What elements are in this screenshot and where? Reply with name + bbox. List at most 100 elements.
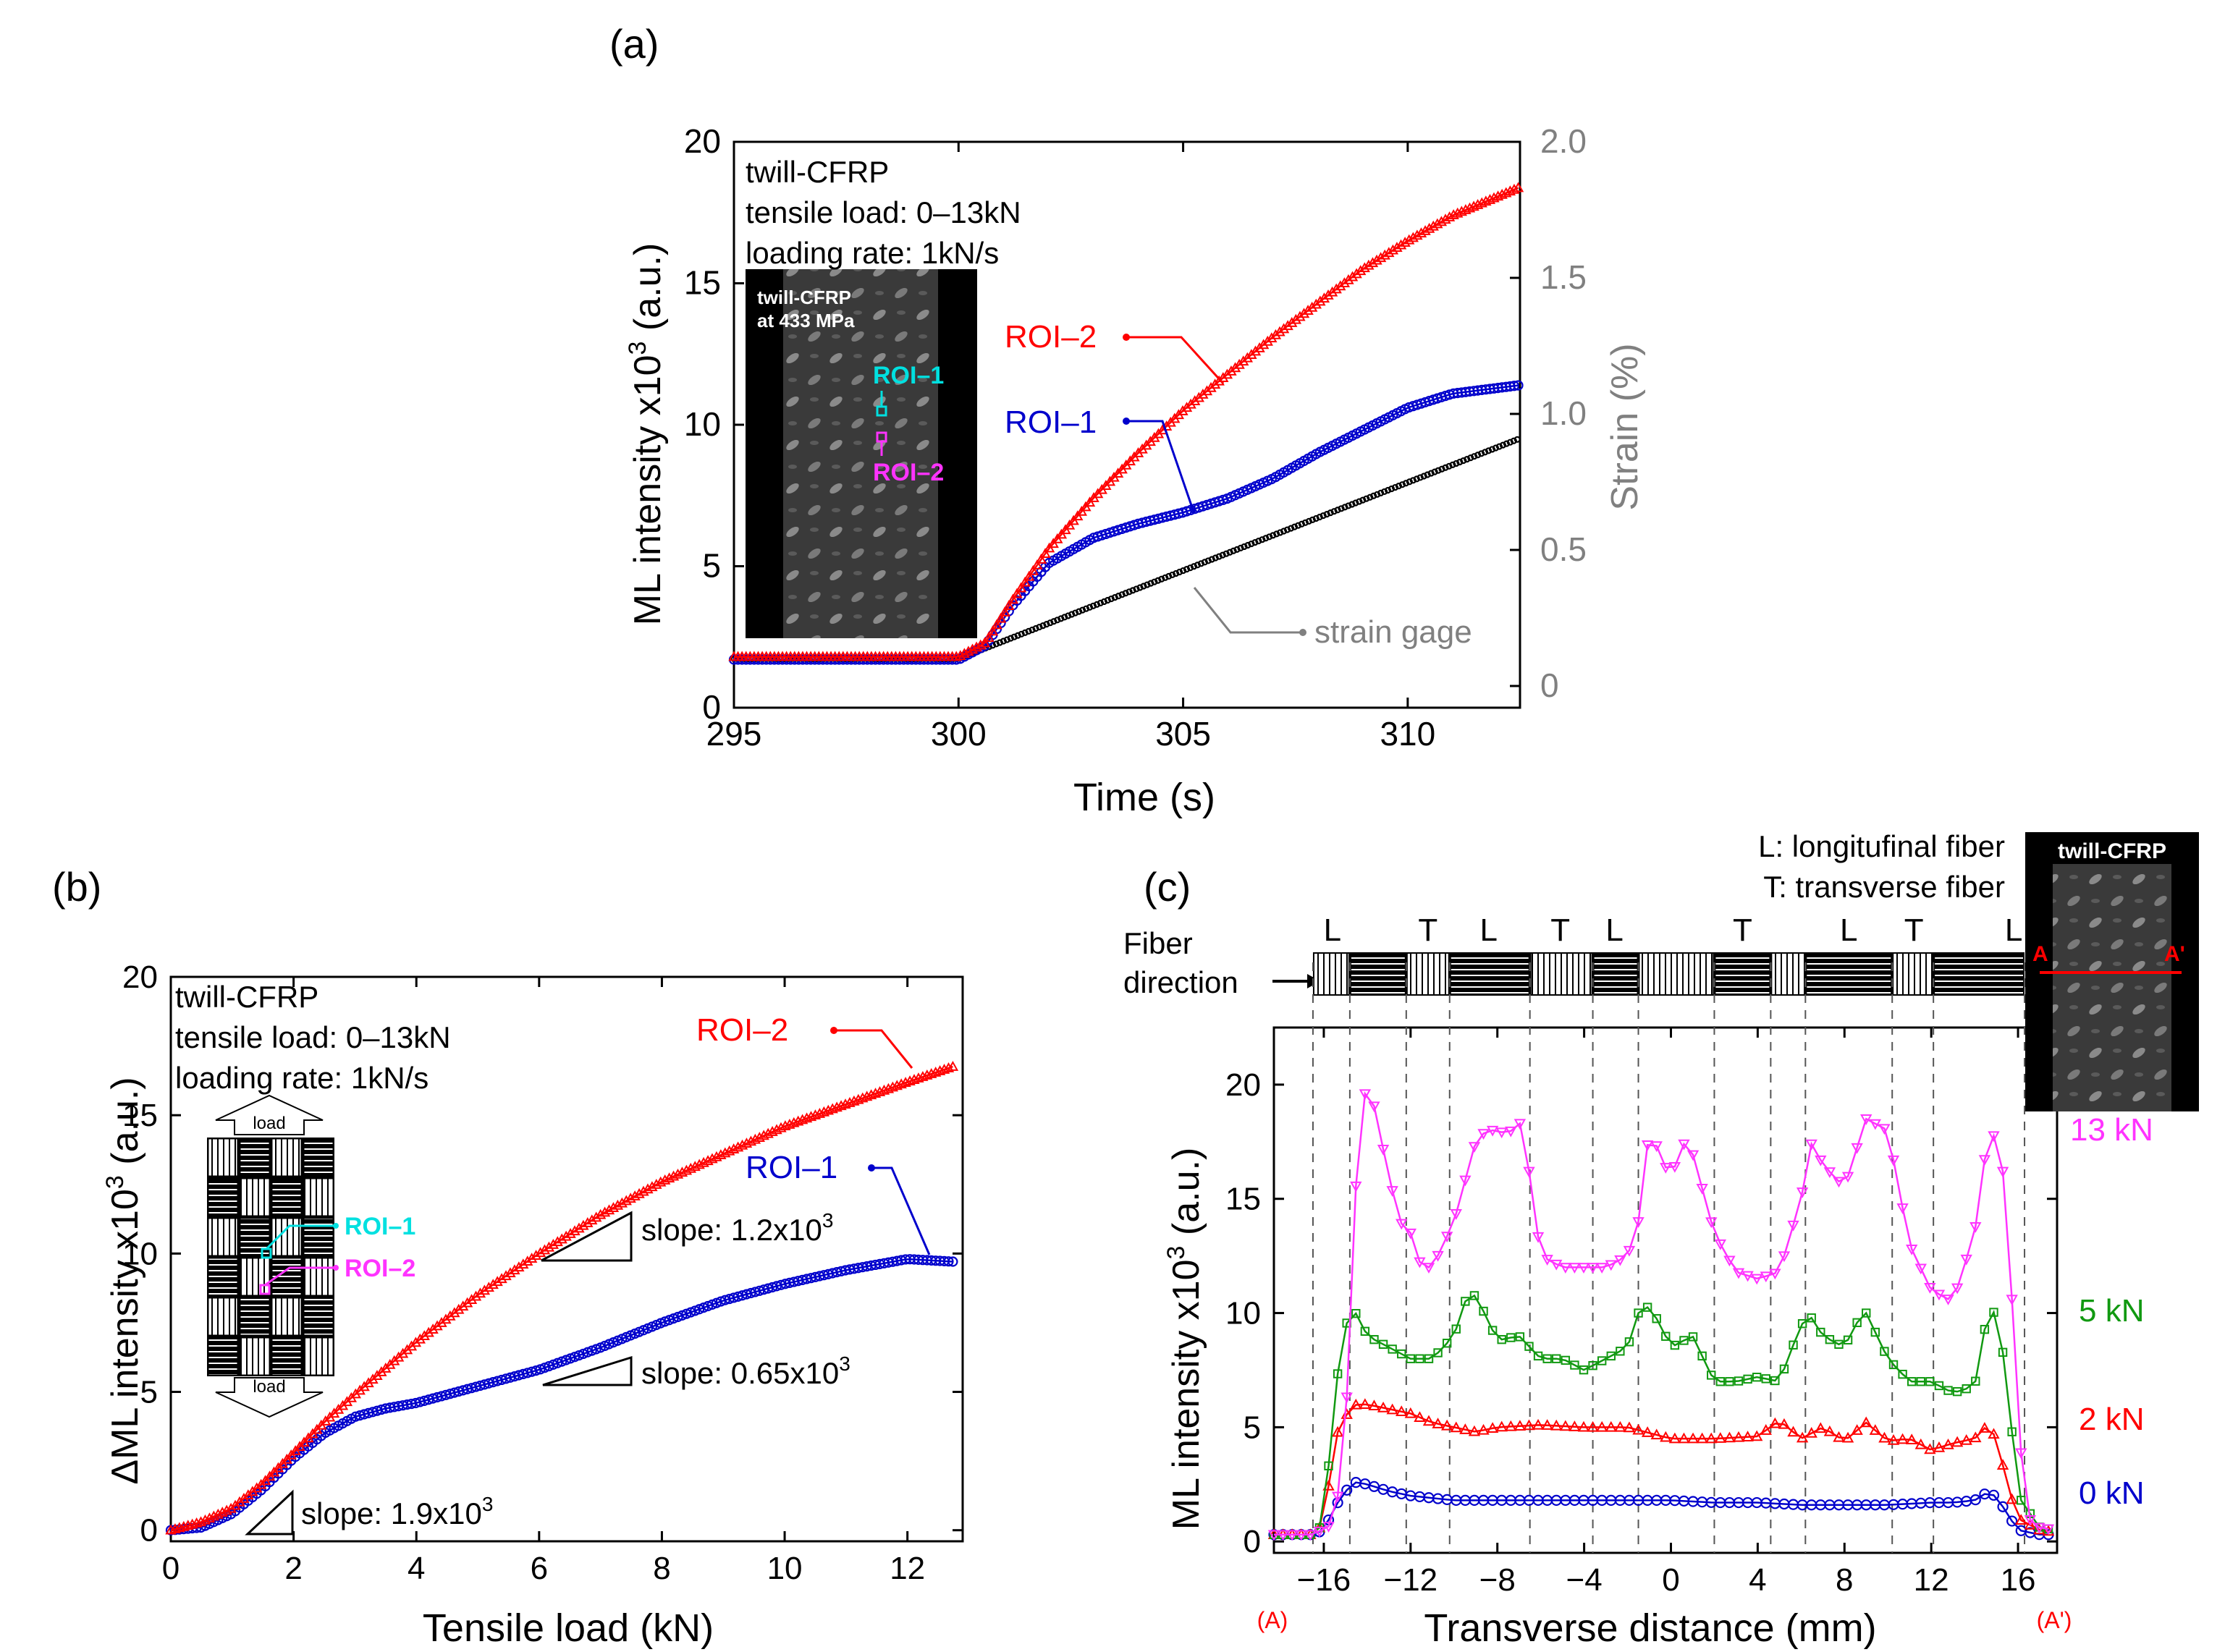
inset-roi2-leader [264,1266,336,1287]
label-0kN: 0 kN [2079,1475,2144,1511]
data-point [1485,447,1493,454]
data-point [1318,292,1330,303]
slope-triangle-roi2 [541,1211,633,1262]
y-tick-label: 5 [1244,1410,1261,1445]
data-point [1186,564,1194,572]
y-tick-label: 5 [702,547,721,585]
ylabel-sup: 3 [624,342,651,355]
data-point [719,1147,731,1158]
data-point [1577,1420,1590,1432]
data-point [1614,1255,1626,1266]
data-point [1805,1427,1817,1438]
data-point [1996,1459,2009,1470]
data-point [1104,596,1111,604]
data-point [1550,1419,1563,1431]
ylabel-main: ΔML intensity x10 [104,1189,146,1485]
data-point [1852,1318,1862,1328]
weave-cell [208,1178,238,1216]
data-point [1313,1526,1326,1538]
data-point [1338,277,1351,287]
data-point [1914,1263,1927,1275]
data-point [929,1067,942,1077]
fiber-letter: L [2005,912,2022,948]
data-point [1316,513,1323,521]
x-tick-label: −12 [1384,1562,1438,1598]
load-arrow-bottom [215,1377,324,1418]
data-point [1396,1405,1408,1416]
data-point [1678,1139,1690,1151]
data-point [1978,1155,1991,1166]
data-point [1988,1489,2000,1501]
data-point [724,1145,735,1156]
legend-L: L: longitufinal fiber [1758,829,2005,863]
data-point [1162,574,1169,581]
data-point [1980,1324,1990,1334]
data-point [788,1117,800,1127]
data-point [1924,1443,1936,1454]
data-point [1223,550,1230,557]
data-point [1248,540,1255,548]
data-point [1477,1423,1490,1435]
data-point [487,1279,499,1289]
data-point [1422,1263,1435,1274]
data-point [1122,590,1129,597]
data-point [2033,1522,2045,1534]
data-point [1322,1522,1335,1533]
series-roi-2 [728,182,1524,661]
data-point [646,1181,658,1192]
data-point [1367,494,1374,501]
fiber-label-line1: Fiber [1123,926,1193,960]
data-point [1395,239,1407,250]
data-point [1251,538,1259,546]
data-point [1550,1259,1563,1271]
inset-title-line2: at 433 MPa [757,310,855,331]
data-point [758,1130,769,1140]
data-point [1424,471,1431,478]
data-point [1334,507,1341,514]
data-point [711,1151,722,1161]
info-line1: twill-CFRP [175,980,318,1014]
data-point [1000,637,1007,645]
data-point [1587,1263,1599,1274]
data-point [1343,274,1354,284]
data-point [1285,1530,1299,1541]
data-point [926,1068,937,1078]
data-point [1404,1228,1417,1240]
data-point [1506,1333,1516,1342]
data-point [1403,234,1415,245]
data-point [1115,593,1122,600]
data-point [1505,1126,1517,1138]
data-point [840,1098,851,1109]
data-point [1173,569,1180,577]
data-point [1399,237,1411,247]
longitudinal-segment [1893,954,1933,994]
data-point [1427,470,1435,477]
y2-tick-label: 0.5 [1540,530,1587,568]
data-point [1642,1302,1652,1312]
x-tick-label: 10 [767,1551,803,1586]
data-point [1377,489,1385,496]
data-point [1100,598,1107,606]
data-point [1118,591,1126,598]
panel-b-axes: 0 2 4 6 8 10 12 0 5 10 15 20 [122,960,964,1586]
data-point [522,1255,533,1266]
data-point [1513,1119,1527,1130]
panel-a-axes: 295 300 305 310 0 5 10 15 20 0 0.5 1.0 1.5 2.0 [684,122,1587,753]
data-point [1488,446,1496,453]
data-point [1532,1232,1545,1243]
data-point [732,1141,744,1152]
data-point [1086,603,1094,611]
data-point [1450,1209,1462,1220]
data-point [1732,1268,1745,1279]
panel-b-inset-weave: load load ROI–1 ROI–2 [207,1094,415,1418]
data-point [983,632,995,643]
data-point [1068,611,1076,618]
end-label-A2: (A') [2037,1607,2072,1633]
data-point [1309,516,1316,524]
data-point [1151,578,1158,585]
y-tick-label: 5 [140,1375,158,1410]
data-point [1384,486,1392,494]
data-point [1039,548,1051,558]
data-point [775,1122,787,1132]
data-point [1082,605,1090,612]
